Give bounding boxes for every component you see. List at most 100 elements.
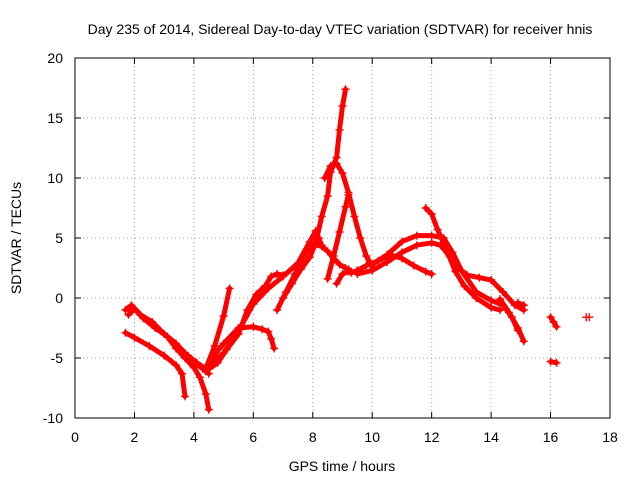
x-tick-label: 18 — [602, 429, 618, 445]
data-point-marker — [151, 324, 160, 332]
data-point-marker — [219, 312, 228, 320]
x-tick-label: 6 — [249, 429, 257, 445]
data-point-marker — [421, 204, 430, 212]
data-point-marker — [252, 290, 261, 299]
data-point-marker — [451, 267, 460, 276]
data-point-marker — [499, 288, 507, 296]
data-point-marker — [487, 303, 496, 312]
data-point-marker — [317, 242, 326, 251]
data-point-marker — [210, 342, 219, 350]
data-point-marker — [412, 231, 421, 240]
data-point-marker — [160, 351, 169, 360]
data-point-marker — [519, 337, 528, 346]
series-track-c — [124, 304, 213, 414]
data-point-marker — [549, 318, 558, 326]
data-point-marker — [460, 282, 469, 290]
data-point-marker — [344, 190, 353, 199]
data-point-marker — [326, 162, 335, 170]
y-tick-label: -5 — [51, 350, 64, 366]
data-point-marker — [362, 261, 371, 270]
x-tick-label: 2 — [131, 429, 139, 445]
data-point-marker — [323, 192, 332, 200]
data-point-marker — [219, 339, 228, 348]
data-point-marker — [496, 295, 505, 304]
series-track-p — [496, 295, 528, 346]
data-point-marker — [139, 314, 148, 323]
x-tick-label: 8 — [309, 429, 317, 445]
data-point-marker — [504, 308, 513, 317]
data-point-marker — [585, 313, 594, 322]
y-axis-label: SDTVAR / TECUs — [8, 182, 24, 294]
data-point-marker — [130, 304, 139, 313]
x-tick-label: 10 — [364, 429, 380, 445]
data-point-marker — [305, 253, 314, 262]
data-point-marker — [323, 274, 332, 283]
data-point-marker — [204, 361, 213, 370]
y-tick-label: 15 — [47, 110, 63, 126]
data-point-marker — [249, 322, 258, 331]
series-track-o — [421, 204, 505, 314]
data-point-marker — [427, 210, 436, 218]
data-point-marker — [225, 284, 234, 293]
data-point-marker — [546, 313, 555, 322]
data-point-marker — [267, 272, 276, 281]
data-point-marker — [397, 248, 406, 257]
data-point-marker — [552, 358, 561, 367]
data-point-marker — [279, 294, 288, 302]
y-tick-label: 0 — [55, 290, 63, 306]
data-point-marker — [519, 301, 528, 310]
data-point-marker — [121, 306, 130, 314]
data-point-marker — [341, 202, 350, 211]
y-tick-label: -10 — [43, 410, 63, 426]
data-point-marker — [219, 349, 228, 358]
y-tick-label: 10 — [47, 170, 63, 186]
data-point-marker — [335, 260, 344, 269]
data-point-marker — [270, 344, 279, 353]
data-point-marker — [335, 126, 344, 134]
x-axis-label: GPS time / hours — [289, 458, 396, 474]
data-point-marker — [472, 294, 481, 302]
data-point-marker — [487, 276, 496, 284]
data-point-marker — [356, 234, 365, 242]
series-track-b — [121, 328, 189, 401]
data-point-marker — [172, 344, 181, 353]
data-point-marker — [195, 373, 204, 382]
data-point-marker — [273, 306, 282, 314]
data-point-marker — [397, 237, 406, 246]
data-point-marker — [296, 265, 305, 274]
data-point-marker — [513, 298, 522, 307]
data-point-marker — [350, 212, 359, 221]
data-point-marker — [180, 392, 189, 401]
data-point-marker — [347, 268, 356, 277]
series-trace — [423, 205, 503, 313]
data-series — [121, 85, 594, 414]
data-point-marker — [552, 322, 561, 331]
series-track-r — [546, 313, 561, 331]
series-track-q — [513, 298, 528, 310]
data-point-marker — [368, 260, 377, 269]
data-point-marker — [421, 267, 430, 276]
series-track-l — [323, 190, 353, 283]
data-point-marker — [189, 363, 198, 372]
data-point-marker — [383, 250, 392, 259]
data-point-marker — [258, 325, 267, 334]
data-point-marker — [124, 310, 133, 319]
x-tick-label: 14 — [483, 429, 499, 445]
data-point-marker — [287, 279, 296, 288]
data-point-marker — [546, 357, 555, 366]
data-point-marker — [145, 342, 154, 350]
data-point-marker — [383, 258, 392, 266]
data-point-marker — [427, 238, 436, 247]
data-point-marker — [362, 252, 371, 260]
data-point-marker — [412, 241, 421, 250]
data-point-marker — [475, 273, 484, 282]
data-point-marker — [201, 367, 210, 376]
axis-ticks: 0 2 4 6 8 10 12 14 16 18 -10 -5 0 5 10 15 20 — [43, 50, 618, 445]
data-point-marker — [192, 358, 201, 367]
data-point-marker — [353, 270, 362, 278]
data-point-marker — [427, 231, 436, 240]
data-point-marker — [323, 247, 332, 256]
data-point-marker — [249, 300, 258, 308]
data-point-marker — [433, 225, 442, 234]
data-point-marker — [338, 102, 347, 110]
